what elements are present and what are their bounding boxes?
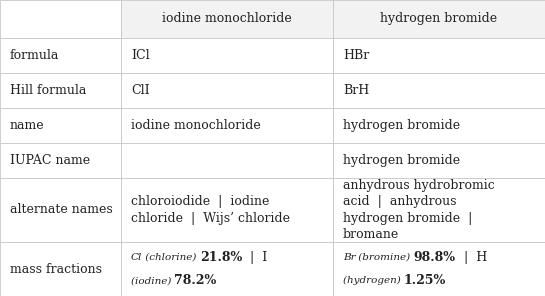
Text: hydrogen bromide: hydrogen bromide [380, 12, 498, 25]
Text: 98.8%: 98.8% [414, 251, 456, 264]
Text: formula: formula [10, 49, 59, 62]
Bar [121, 38, 333, 73]
Text: |  I: | I [242, 251, 267, 264]
Text: IUPAC name: IUPAC name [10, 154, 90, 167]
Bar [0, 143, 121, 178]
Text: mass fractions: mass fractions [10, 263, 102, 276]
Text: |  H: | H [456, 251, 487, 264]
Bar [0, 73, 121, 108]
Text: hydrogen bromide: hydrogen bromide [343, 154, 460, 167]
Text: (hydrogen): (hydrogen) [343, 276, 404, 285]
Bar [0, 178, 121, 242]
Text: anhydrous hydrobromic
acid  |  anhydrous
hydrogen bromide  |
bromane: anhydrous hydrobromic acid | anhydrous h… [343, 178, 494, 241]
Text: alternate names: alternate names [10, 203, 113, 216]
Text: ICl: ICl [131, 49, 149, 62]
Bar [333, 143, 545, 178]
Text: BrH: BrH [343, 84, 369, 97]
Text: (bromine): (bromine) [355, 253, 414, 262]
Bar [0, 108, 121, 143]
Bar [0, 38, 121, 73]
Bar [333, 108, 545, 143]
Bar [121, 242, 333, 296]
Bar [0, 242, 121, 296]
Text: ClI: ClI [131, 84, 149, 97]
Text: 78.2%: 78.2% [174, 274, 217, 287]
Bar [333, 242, 545, 296]
Text: iodine monochloride: iodine monochloride [162, 12, 292, 25]
Text: Hill formula: Hill formula [10, 84, 86, 97]
Text: hydrogen bromide: hydrogen bromide [343, 119, 460, 132]
Bar [333, 0, 545, 38]
Bar [121, 108, 333, 143]
Text: iodine monochloride: iodine monochloride [131, 119, 261, 132]
Text: HBr: HBr [343, 49, 369, 62]
Bar [333, 38, 545, 73]
Text: 1.25%: 1.25% [404, 274, 446, 287]
Bar [121, 0, 333, 38]
Text: (chlorine): (chlorine) [142, 253, 200, 262]
Bar [0, 0, 121, 38]
Bar [333, 178, 545, 242]
Bar [333, 73, 545, 108]
Text: chloroiodide  |  iodine
chloride  |  Wijs’ chloride: chloroiodide | iodine chloride | Wijs’ c… [131, 195, 290, 225]
Bar [121, 178, 333, 242]
Text: Cl: Cl [131, 253, 142, 262]
Text: Br: Br [343, 253, 355, 262]
Bar [121, 143, 333, 178]
Text: 21.8%: 21.8% [200, 251, 242, 264]
Text: (iodine): (iodine) [131, 276, 174, 285]
Text: name: name [10, 119, 45, 132]
Bar [121, 73, 333, 108]
